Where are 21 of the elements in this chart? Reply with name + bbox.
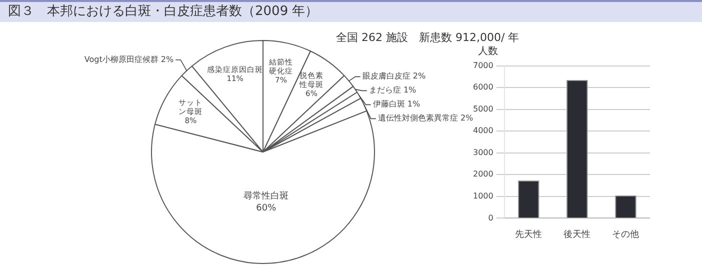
slice-label: 遺伝性対側色素異常症 2%: [378, 114, 474, 123]
y-tick-label: 5000: [473, 104, 494, 114]
chart-subtitle: 全国 262 施設 新患数 912,000/ 年: [336, 30, 520, 45]
y-axis-title: 人数: [478, 45, 498, 58]
slice-label: 眼皮膚白皮症 2%: [362, 72, 426, 81]
slice-label: 伊藤白斑 1%: [372, 100, 420, 109]
x-tick-label: 後天性: [564, 228, 591, 240]
y-tick-label: 2000: [473, 170, 494, 179]
y-tick-label: 6000: [473, 82, 494, 92]
slice-label: 尋常性白斑: [244, 190, 289, 202]
chart-title: 図３ 本邦における白斑・白皮症患者数（2009 年）: [0, 0, 702, 22]
slice-label: まだら症 1%: [368, 86, 417, 95]
x-tick-label: 先天性: [515, 228, 542, 240]
y-tick-label: 0: [488, 213, 494, 222]
y-tick-label: 7000: [473, 60, 494, 70]
y-tick-label: 4000: [473, 126, 494, 136]
slice-label: Vogt小柳原田症候群 2%: [84, 54, 174, 64]
x-tick-label: その他: [612, 228, 640, 240]
data-label: 60%: [256, 203, 277, 214]
y-tick-label: 1000: [473, 192, 494, 201]
y-tick-label: 3000: [473, 148, 494, 157]
